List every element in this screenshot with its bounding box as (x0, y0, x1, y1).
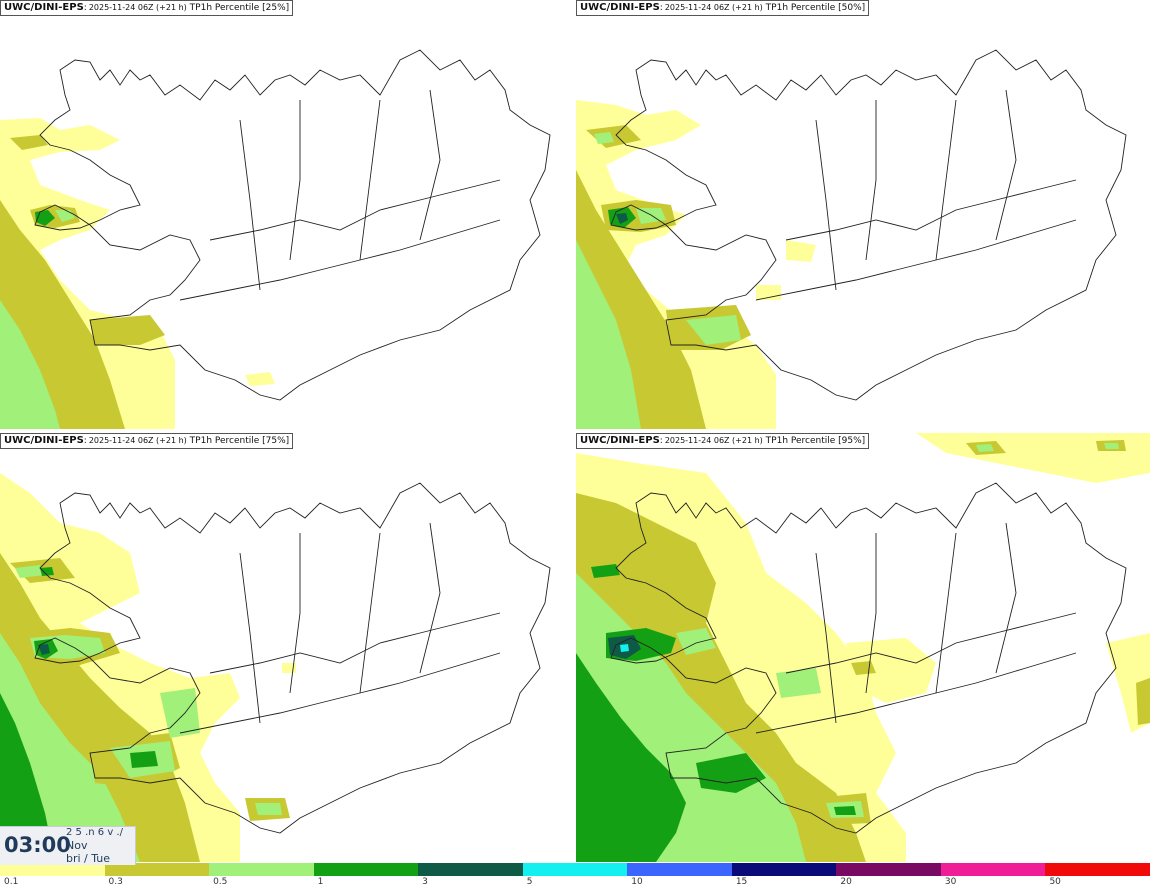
valid-time: 03:00 (4, 833, 71, 857)
model-name: UWC/DINI-EPS (580, 2, 660, 13)
precip-fill-p95 (576, 433, 1150, 862)
model-name: UWC/DINI-EPS (4, 435, 84, 446)
colorbar-segment (731, 863, 837, 876)
colorbar-segment (418, 863, 523, 876)
colorbar-label: 15 (735, 877, 748, 887)
model-name: UWC/DINI-EPS (4, 2, 84, 13)
coastline-p25 (34, 49, 551, 401)
panel-title-p50: UWC/DINI-EPS: 2025-11-24 06Z (+21 h) TP1h… (576, 0, 870, 16)
valid-month: Nov (66, 839, 88, 852)
precip-map-p75 (0, 473, 551, 862)
panel-title-p95: UWC/DINI-EPS: 2025-11-24 06Z (+21 h) TP1h… (576, 433, 870, 449)
colorbar-label: 3 (422, 877, 428, 887)
colorbar-segment (313, 863, 419, 876)
valid-date-line: 2 5 .n 6 v ./ (66, 827, 123, 838)
coastline-p95 (610, 482, 1127, 834)
colorbar-label: 20 (840, 877, 852, 887)
colorbar-segment (940, 863, 1046, 876)
map-panel-p95: UWC/DINI-EPS: 2025-11-24 06Z (+21 h) TP1h… (576, 433, 1150, 862)
field-label: TP1h Percentile [50%] (765, 3, 866, 13)
map-panel-p75: UWC/DINI-EPS: 2025-11-24 06Z (+21 h) TP1h… (0, 433, 574, 862)
field-label: TP1h Percentile [95%] (765, 436, 866, 446)
colorbar-label: 5 (526, 877, 533, 887)
colorbar-segment (1045, 863, 1150, 876)
run-time: 2025-11-24 06Z (+21 h) (88, 3, 187, 12)
panel-title-p75: UWC/DINI-EPS: 2025-11-24 06Z (+21 h) TP1h… (0, 433, 294, 449)
colorbar-segment (836, 863, 941, 876)
colorbar-label: 30 (944, 877, 957, 887)
colorbar-segment (627, 863, 732, 876)
run-time: 2025-11-24 06Z (+21 h) (88, 436, 187, 445)
precip-map-p50 (576, 49, 1127, 429)
field-label: TP1h Percentile [75%] (189, 436, 290, 446)
run-time: 2025-11-24 06Z (+21 h) (664, 436, 763, 445)
coastline-p75 (34, 482, 551, 834)
colorbar-segment (0, 863, 105, 876)
coastline-p50 (610, 49, 1127, 401)
precip-fill-p75 (0, 473, 296, 862)
colorbar (0, 863, 1150, 876)
colorbar-label: 1 (317, 877, 324, 887)
colorbar-label: 0.1 (4, 877, 19, 887)
model-name: UWC/DINI-EPS (580, 435, 660, 446)
colorbar-label: 0.3 (108, 877, 123, 887)
precip-map-p95 (576, 433, 1150, 862)
colorbar-label: 10 (631, 877, 643, 887)
colorbar-label: 0.5 (213, 877, 228, 887)
precip-map-p25 (0, 49, 551, 429)
map-panel-p50: UWC/DINI-EPS: 2025-11-24 06Z (+21 h) TP1h… (576, 0, 1150, 429)
colorbar-segment (104, 863, 210, 876)
colorbar-labels: 0.1 0.3 0.5 1 3 5 10 15 20 30 50 (0, 877, 1150, 891)
precip-fill-p50 (576, 100, 816, 429)
map-panel-p25: UWC/DINI-EPS: 2025-11-24 06Z (+21 h) TP1h… (0, 0, 574, 429)
colorbar-label: 50 (1049, 877, 1061, 887)
valid-weekday: bri / Tue (66, 852, 111, 865)
timestamp-box: 03:00 2 5 .n 6 v ./ Nov bri / Tue (0, 826, 136, 865)
precip-fill-p25 (0, 118, 275, 429)
run-time: 2025-11-24 06Z (+21 h) (664, 3, 763, 12)
colorbar-segment (209, 863, 314, 876)
panel-title-p25: UWC/DINI-EPS: 2025-11-24 06Z (+21 h) TP1h… (0, 0, 294, 16)
field-label: TP1h Percentile [25%] (189, 3, 290, 13)
colorbar-segment (522, 863, 628, 876)
